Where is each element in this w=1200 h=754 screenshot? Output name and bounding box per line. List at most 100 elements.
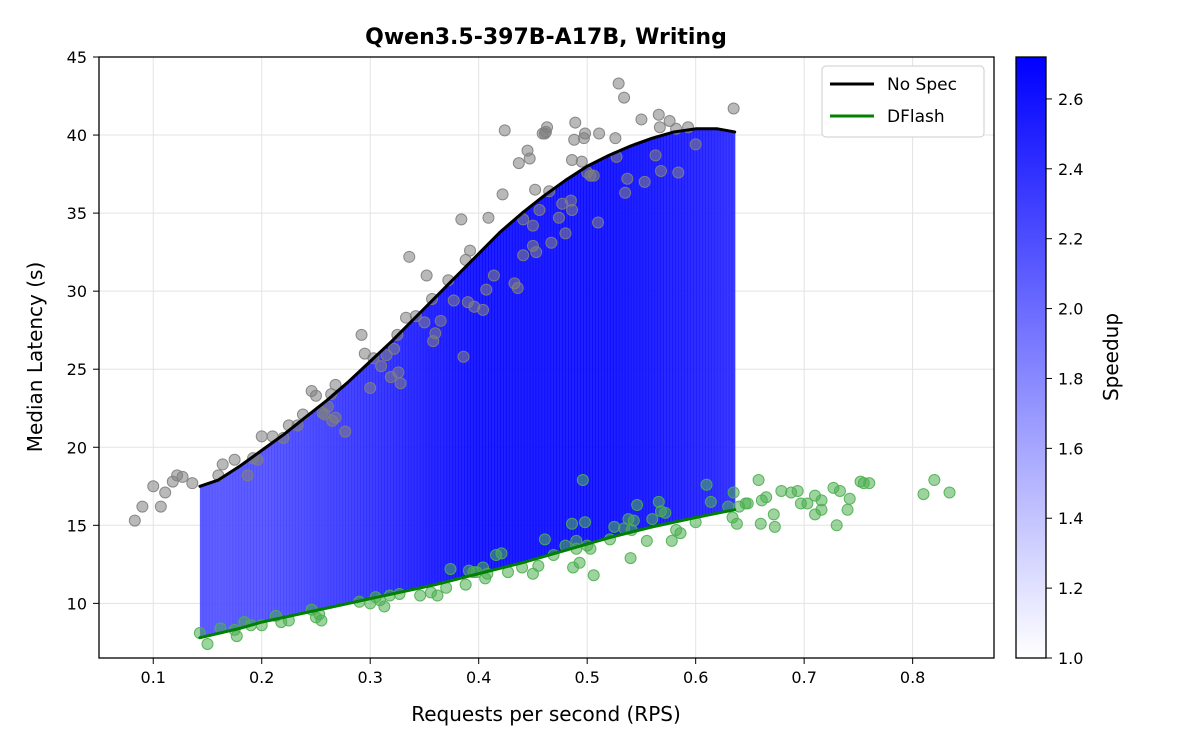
y-tick-label: 25	[67, 360, 87, 379]
no-spec-point	[496, 188, 509, 201]
speedup-strip	[244, 461, 249, 627]
speedup-fill	[199, 128, 736, 638]
dflash-point	[378, 600, 391, 613]
no-spec-point	[619, 186, 632, 199]
dflash-point	[576, 474, 589, 487]
no-spec-point	[579, 127, 592, 140]
speedup-strip	[675, 131, 679, 522]
colorbar-tick-label: 2.2	[1058, 230, 1083, 249]
dflash-point	[754, 517, 767, 530]
speedup-strip	[580, 169, 584, 546]
no-spec-point	[663, 115, 676, 128]
no-spec-point	[375, 360, 388, 373]
no-spec-point	[418, 316, 431, 329]
speedup-strip	[357, 372, 361, 602]
dflash-point	[841, 503, 854, 516]
speedup-strip	[330, 395, 335, 607]
speedup-strip	[559, 183, 563, 552]
dflash-point	[230, 630, 243, 643]
y-tick-label: 30	[67, 282, 87, 301]
speedup-strip	[372, 358, 376, 598]
speedup-strip	[678, 131, 682, 521]
dflash-point	[665, 534, 678, 547]
speedup-strip	[502, 228, 507, 568]
x-tick-label: 0.8	[900, 668, 925, 687]
plot-frame	[98, 56, 995, 659]
speedup-strip	[238, 466, 243, 629]
speedup-strip	[636, 143, 641, 531]
dflash-point	[631, 499, 644, 512]
dflash-point	[815, 503, 828, 516]
no-spec-point	[420, 269, 433, 282]
colorbar-tick-label: 2.4	[1058, 160, 1083, 179]
no-spec-point	[176, 470, 189, 483]
no-spec-point	[455, 213, 468, 226]
no-spec-point	[394, 377, 407, 390]
speedup-strip	[517, 215, 522, 564]
speedup-strip	[327, 398, 332, 608]
speedup-strip	[211, 481, 216, 635]
speedup-strip	[482, 248, 486, 573]
speedup-strip	[226, 473, 231, 632]
no-spec-point	[487, 269, 500, 282]
speedup-strip	[390, 341, 394, 595]
speedup-strip	[645, 140, 650, 529]
speedup-strip	[497, 233, 501, 569]
speedup-strip	[595, 161, 599, 542]
speedup-strip	[375, 355, 379, 598]
speedup-strip	[289, 429, 293, 616]
speedup-strip	[333, 393, 338, 607]
speedup-strip	[297, 422, 302, 614]
no-spec-point	[672, 166, 685, 179]
dflash-point	[801, 497, 814, 510]
speedup-strip	[601, 158, 605, 540]
speedup-strip	[393, 338, 397, 594]
speedup-strip	[586, 166, 590, 544]
speedup-strip	[416, 314, 421, 589]
speedup-strip	[606, 155, 611, 538]
speedup-strip	[277, 438, 281, 619]
speedup-strip	[443, 287, 448, 583]
no-spec-point	[545, 236, 558, 249]
speedup-strip	[306, 415, 311, 613]
colorbar-tick-label: 1.8	[1058, 369, 1083, 388]
speedup-strip	[615, 151, 620, 536]
no-spec-point	[477, 303, 490, 316]
speedup-strip	[716, 128, 721, 513]
legend: No Spec DFlash	[821, 65, 985, 138]
speedup-strip	[413, 317, 418, 589]
no-spec-point	[216, 458, 229, 471]
y-axis-label: Median Latency (s)	[23, 262, 47, 453]
dflash-point	[775, 484, 788, 497]
speedup-strip	[202, 484, 207, 637]
colorbar-label: Speedup	[1099, 313, 1123, 401]
speedup-strip	[702, 128, 706, 516]
dflash-point	[201, 637, 214, 650]
dflash-fit-line	[198, 508, 737, 640]
no-spec-point	[228, 453, 241, 466]
dflash-point	[741, 497, 754, 510]
no-spec-point	[621, 172, 634, 185]
dflash-point	[608, 520, 621, 533]
no-spec-point	[457, 350, 470, 363]
dflash-point	[767, 508, 780, 521]
colorbar-gradient	[1015, 56, 1047, 659]
colorbar-tick-label: 2.6	[1058, 90, 1083, 109]
dflash-point	[768, 520, 781, 533]
no-spec-point	[530, 246, 543, 259]
speedup-strip	[556, 185, 561, 553]
no-spec-point	[649, 149, 662, 162]
speedup-strip	[508, 223, 513, 566]
speedup-strip	[598, 160, 602, 541]
no-spec-point	[512, 157, 525, 170]
no-spec-point	[559, 227, 572, 240]
dflash-point	[414, 589, 427, 602]
no-spec-point	[575, 155, 588, 168]
speedup-strip	[535, 201, 540, 559]
no-spec-point	[329, 378, 342, 391]
speedup-strip	[455, 275, 459, 580]
speedup-strip	[479, 251, 483, 574]
no-spec-point	[392, 366, 405, 379]
speedup-strip	[395, 335, 400, 593]
no-spec-point	[154, 500, 167, 513]
